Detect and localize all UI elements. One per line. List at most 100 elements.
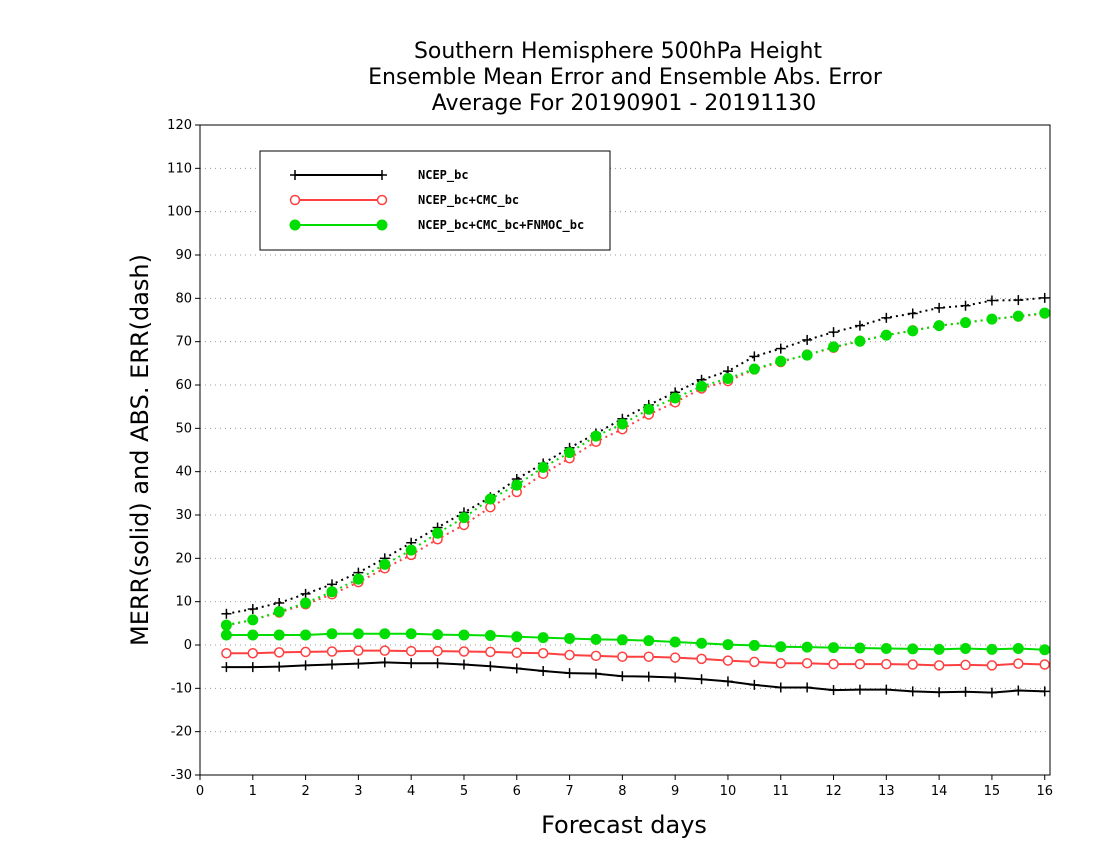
x-tick-label: 4 bbox=[407, 784, 415, 799]
merr-point bbox=[907, 686, 918, 697]
x-tick-label: 3 bbox=[354, 784, 362, 799]
merr-point bbox=[669, 636, 681, 648]
chart-title-line-2: Ensemble Mean Error and Ensemble Abs. Er… bbox=[368, 65, 883, 90]
merr-point bbox=[1039, 659, 1050, 670]
merr-point bbox=[353, 658, 364, 669]
merr-point bbox=[722, 639, 734, 651]
merr-point bbox=[485, 661, 496, 672]
abs-err-point bbox=[696, 380, 708, 392]
x-tick-label: 14 bbox=[931, 784, 948, 799]
x-axis-label: Forecast days bbox=[541, 811, 707, 839]
merr-point bbox=[485, 646, 496, 658]
y-tick-label: 40 bbox=[175, 465, 192, 480]
merr-point bbox=[247, 629, 259, 641]
legend-entry-1: NCEP_bc bbox=[290, 168, 469, 183]
legend-label: NCEP_bc+CMC_bc+FNMOC_bc bbox=[418, 218, 584, 233]
x-tick-label: 6 bbox=[513, 784, 521, 799]
abs-err-point bbox=[854, 335, 866, 347]
y-tick-label: 60 bbox=[175, 378, 192, 393]
merr-point bbox=[880, 642, 892, 654]
merr-point bbox=[590, 650, 602, 662]
merr-point bbox=[326, 646, 338, 657]
abs-err-point bbox=[934, 302, 945, 313]
abs-err-line bbox=[226, 296, 1045, 615]
merr-point bbox=[432, 629, 444, 641]
abs-err-point bbox=[432, 527, 444, 539]
series-3 bbox=[220, 307, 1051, 656]
y-tick-label: 30 bbox=[175, 508, 192, 523]
merr-point bbox=[960, 642, 972, 654]
y-tick-label: 70 bbox=[175, 335, 192, 350]
x-tick-label: 1 bbox=[249, 784, 257, 799]
merr-point bbox=[274, 661, 285, 672]
abs-err-point bbox=[590, 430, 602, 442]
merr-point bbox=[669, 652, 681, 663]
legend-entry-2: NCEP_bc+CMC_bc bbox=[289, 193, 519, 208]
merr-point bbox=[960, 659, 971, 671]
abs-err-point bbox=[273, 606, 285, 618]
merr-point bbox=[696, 637, 708, 649]
merr-point bbox=[960, 686, 971, 697]
merr-line bbox=[226, 632, 1045, 651]
abs-err-point bbox=[669, 392, 681, 404]
merr-point bbox=[511, 631, 523, 643]
merr-point bbox=[458, 646, 470, 657]
abs-err-point bbox=[352, 573, 364, 585]
legend-swatch-marker bbox=[290, 170, 300, 180]
x-tick-label: 13 bbox=[878, 784, 895, 799]
x-tick-label: 0 bbox=[196, 784, 204, 799]
abs-err-point bbox=[326, 586, 338, 598]
abs-err-point bbox=[458, 512, 470, 524]
merr-point bbox=[564, 668, 575, 679]
merr-point bbox=[854, 684, 865, 695]
abs-err-point bbox=[379, 558, 391, 570]
merr-point bbox=[458, 629, 470, 641]
merr-point bbox=[300, 660, 311, 671]
merr-point bbox=[537, 647, 549, 659]
merr-point bbox=[511, 663, 522, 674]
merr-point bbox=[273, 647, 285, 658]
y-tick-label: -10 bbox=[171, 681, 192, 696]
abs-err-line bbox=[226, 312, 1045, 627]
merr-point bbox=[933, 660, 945, 671]
abs-err-point bbox=[775, 343, 786, 354]
y-tick-label: -30 bbox=[171, 768, 192, 783]
merr-point bbox=[881, 658, 892, 670]
abs-err-point bbox=[986, 295, 997, 306]
y-tick-label: 0 bbox=[184, 638, 192, 653]
merr-point bbox=[1039, 644, 1051, 656]
abs-err-point bbox=[537, 461, 549, 473]
x-tick-label: 12 bbox=[825, 784, 842, 799]
merr-point bbox=[722, 676, 733, 687]
y-tick-label: 80 bbox=[175, 291, 192, 306]
abs-err-point bbox=[220, 619, 232, 631]
merr-point bbox=[1039, 686, 1050, 697]
merr-point bbox=[300, 629, 312, 641]
plot-frame bbox=[199, 124, 1051, 776]
x-tick-label: 2 bbox=[301, 784, 309, 799]
chart-title-line-3: Average For 20190901 - 20191130 bbox=[432, 91, 817, 116]
chart-title-line-1: Southern Hemisphere 500hPa Height bbox=[414, 39, 822, 64]
merr-point bbox=[537, 632, 549, 644]
abs-err-point bbox=[1013, 295, 1024, 306]
grid-lines bbox=[200, 167, 1050, 733]
merr-point bbox=[643, 635, 655, 647]
y-tick-label: 110 bbox=[167, 161, 192, 176]
merr-point bbox=[643, 671, 654, 682]
abs-err-point bbox=[484, 493, 496, 505]
merr-point bbox=[722, 655, 734, 666]
x-tick-label: 11 bbox=[772, 784, 789, 799]
merr-point bbox=[1012, 642, 1024, 654]
abs-err-point bbox=[643, 403, 655, 415]
abs-err-point bbox=[986, 313, 998, 325]
legend-label: NCEP_bc+CMC_bc bbox=[418, 193, 519, 208]
merr-point bbox=[564, 649, 575, 661]
merr-point bbox=[828, 685, 839, 696]
merr-point bbox=[775, 657, 786, 669]
merr-point bbox=[406, 658, 417, 669]
merr-point bbox=[590, 633, 602, 645]
merr-point bbox=[221, 647, 232, 659]
merr-point bbox=[590, 668, 601, 679]
